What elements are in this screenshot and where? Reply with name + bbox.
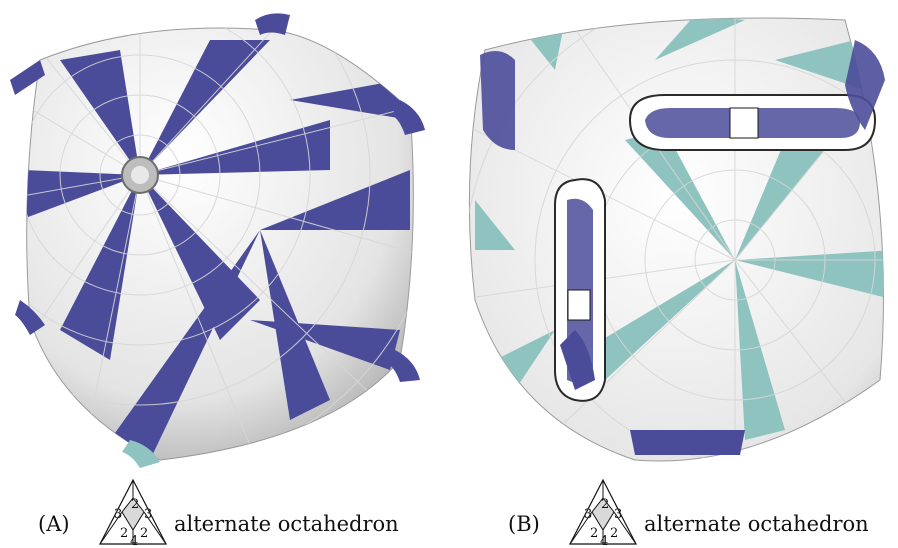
symbol-a-label-1: 2 — [131, 497, 139, 512]
symbol-a-label-3: 3 — [144, 507, 152, 522]
symbol-a-label-2: 3 — [114, 507, 122, 522]
caption-a: (A) 2 3 3 2 2 4 alternate octahedron — [38, 478, 418, 546]
caption-b: (B) 2 3 3 2 2 4 alternate octahedron — [508, 478, 888, 546]
symbol-b-label-5: 2 — [610, 526, 618, 541]
symbol-a-label-6: 4 — [130, 534, 138, 546]
symbol-a-label-5: 2 — [140, 526, 148, 541]
caption-b-label: (B) — [508, 512, 540, 536]
surface-a-image — [10, 13, 425, 468]
symbol-b-label-6: 4 — [600, 534, 608, 546]
caption-a-label: (A) — [38, 512, 70, 536]
symbol-b-label-4: 2 — [590, 526, 598, 541]
surface-b-pattern — [469, 18, 884, 461]
surface-b-body — [468, 17, 884, 462]
symbol-b-label-3: 3 — [614, 507, 622, 522]
symbol-b-label-1: 2 — [601, 497, 609, 512]
symbol-b-label-2: 3 — [584, 507, 592, 522]
surface-render-b — [455, 0, 898, 470]
orbifold-symbol-b: 2 3 3 2 2 4 — [569, 478, 637, 546]
caption-b-text: alternate octahedron — [644, 512, 869, 536]
surface-render-a — [0, 0, 440, 470]
caption-a-text: alternate octahedron — [174, 512, 399, 536]
orbifold-symbol-a: 2 3 3 2 2 4 — [99, 478, 167, 546]
surface-b-image — [468, 17, 885, 462]
symbol-a-label-4: 2 — [120, 526, 128, 541]
